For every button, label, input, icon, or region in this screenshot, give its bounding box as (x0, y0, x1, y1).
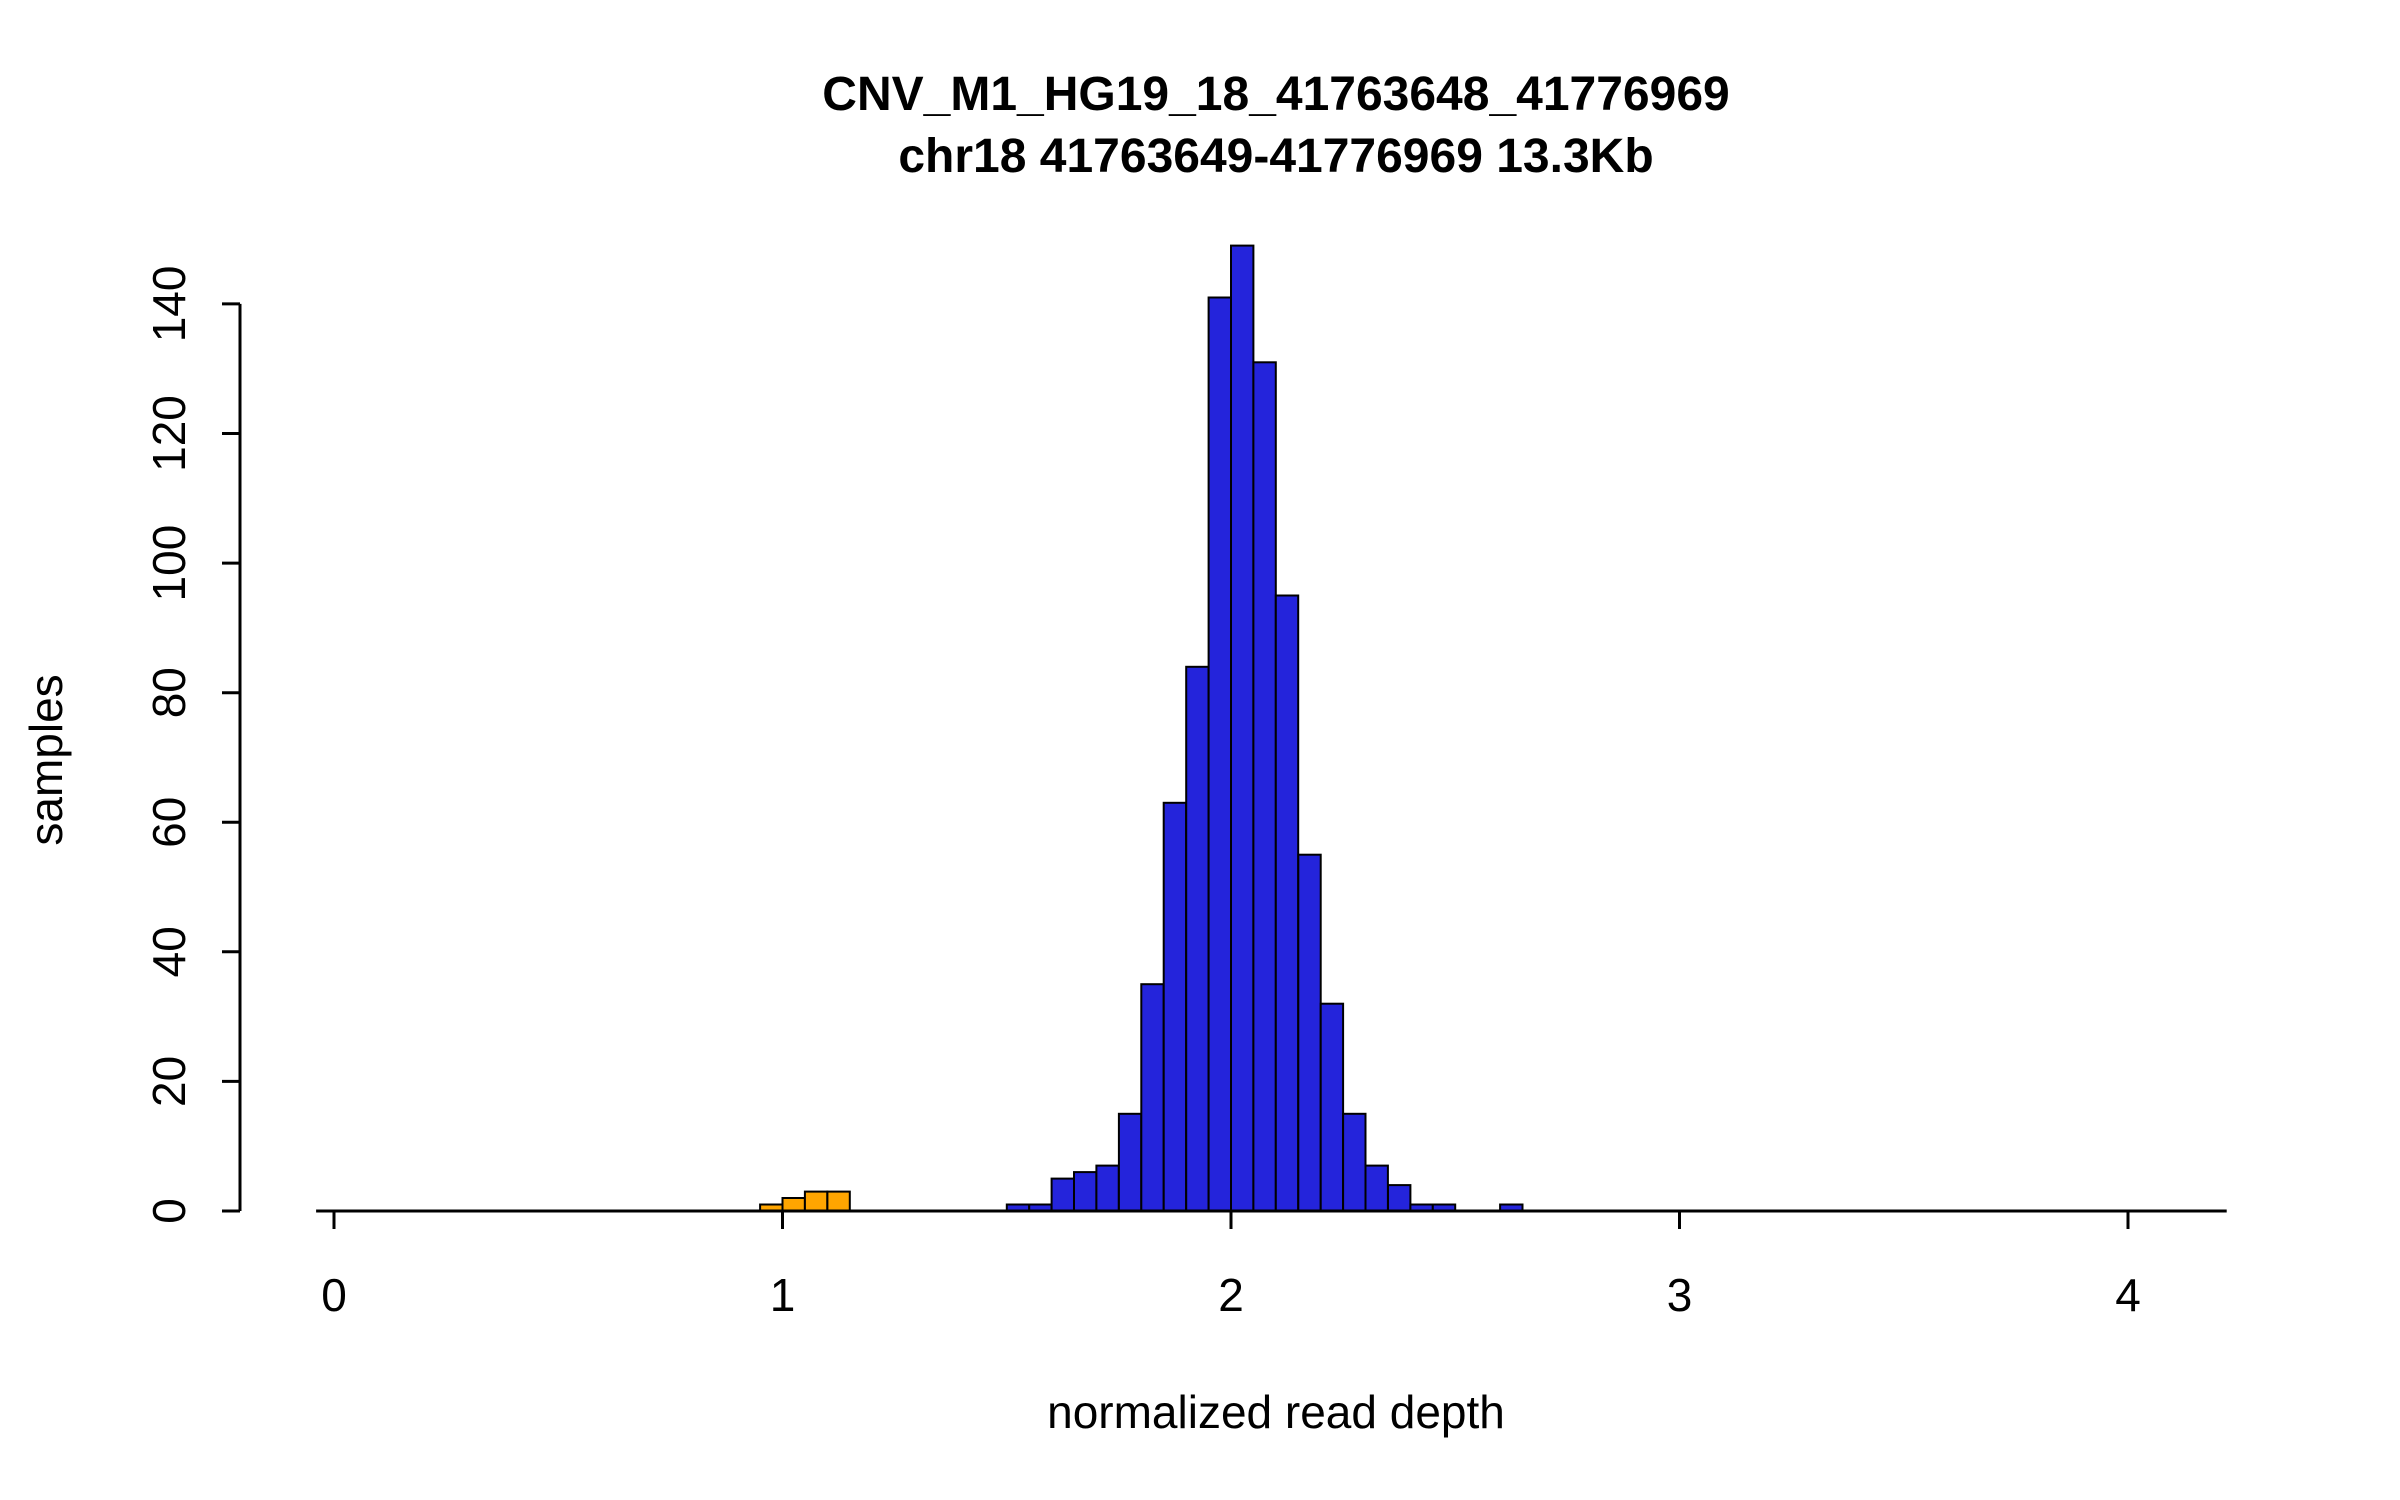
bars-layer (759, 244, 1524, 1213)
chart-title-line2: chr18 41763649-41776969 13.3Kb (898, 130, 1653, 183)
histogram-bar-main-samples (1207, 296, 1232, 1212)
histogram-bar-main-samples (1274, 594, 1300, 1212)
histogram-bar-main-samples (1364, 1164, 1389, 1212)
histogram-bar-main-samples (1117, 1112, 1143, 1213)
histogram-bar-outlier-samples (826, 1190, 851, 1212)
y-tick-label: 0 (143, 1198, 195, 1224)
y-tick-label: 80 (143, 667, 195, 718)
histogram-bar-main-samples (1140, 983, 1165, 1213)
histogram-bar-main-samples (1252, 361, 1277, 1212)
histogram-bar-outlier-samples (781, 1197, 806, 1212)
histogram-bar-main-samples (1185, 665, 1210, 1212)
x-axis-title: normalized read depth (1047, 1386, 1505, 1438)
x-tick-label: 3 (1667, 1269, 1693, 1321)
y-tick-label: 140 (143, 266, 195, 343)
y-tick-label: 20 (143, 1056, 195, 1107)
histogram-bar-main-samples (1230, 244, 1255, 1213)
histogram-bar-main-samples (1342, 1112, 1367, 1213)
y-axis-title: samples (20, 674, 72, 845)
y-tick-label: 120 (143, 395, 195, 472)
x-tick-label: 4 (2115, 1269, 2141, 1321)
y-tick-label: 40 (143, 926, 195, 977)
chart-title-line1: CNV_M1_HG19_18_41763648_41776969 (822, 68, 1729, 121)
y-tick-label: 100 (143, 525, 195, 602)
histogram-bar-main-samples (1162, 801, 1188, 1212)
x-tick-label: 0 (321, 1269, 347, 1321)
histogram-bar-main-samples (1095, 1164, 1120, 1212)
x-tick-label: 1 (770, 1269, 796, 1321)
histogram-bar-main-samples (1297, 853, 1322, 1212)
x-tick-label: 2 (1218, 1269, 1244, 1321)
histogram-bar-main-samples (1073, 1171, 1098, 1212)
y-tick-label: 60 (143, 797, 195, 848)
histogram-bar-main-samples (1319, 1002, 1345, 1213)
histogram-bar-main-samples (1387, 1184, 1412, 1212)
histogram-bar-outlier-samples (803, 1190, 829, 1212)
histogram-bar-main-samples (1050, 1177, 1075, 1212)
